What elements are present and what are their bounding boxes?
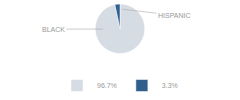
svg-text:HISPANIC: HISPANIC [158,12,191,19]
svg-text:BLACK: BLACK [42,26,65,33]
svg-text:96.7%: 96.7% [97,82,117,89]
svg-text:3.3%: 3.3% [162,82,178,89]
